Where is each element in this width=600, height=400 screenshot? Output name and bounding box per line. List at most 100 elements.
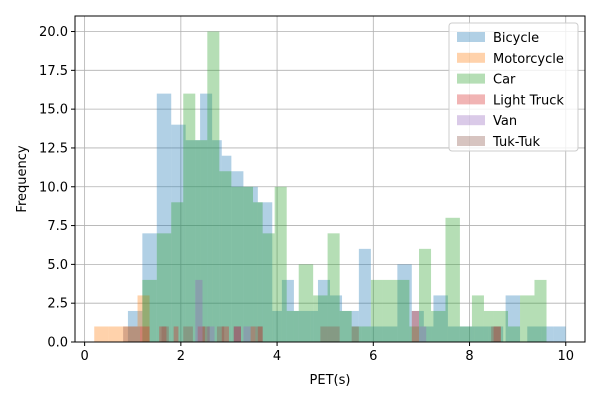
bar-bicycle [142, 233, 157, 342]
legend-label-motorcycle: Motorcycle [493, 52, 564, 67]
bar-bicycle [127, 310, 143, 342]
legend-swatch-car [457, 73, 485, 84]
bar-car [262, 233, 275, 342]
y-tick-label: 2.5 [47, 297, 68, 312]
bar-car [195, 140, 208, 342]
bar-motorcycle [94, 326, 109, 342]
bar-car [493, 310, 509, 342]
bar-car [142, 279, 157, 342]
legend[interactable]: Bicycle Motorcycle Car Light Truck Van T… [448, 22, 579, 152]
bar-bicycle [272, 310, 282, 342]
x-tick-label: 2 [177, 349, 185, 364]
bar-bicycle [358, 248, 371, 342]
bar-light-truck [250, 326, 256, 342]
y-tick-label: 12.5 [39, 141, 68, 156]
legend-swatch-bicycle [457, 32, 485, 42]
bar-car [459, 326, 472, 342]
bars [94, 31, 566, 343]
legend-swatch-van [457, 115, 485, 126]
bar-bicycle [156, 93, 172, 342]
bar-van [243, 326, 251, 342]
bar-bicycle [505, 295, 521, 342]
x-tick-label: 10 [557, 349, 574, 364]
y-tick-label: 17.5 [39, 64, 68, 79]
bar-bicycle [527, 326, 542, 342]
ticks: 0 2 4 6 8 10 0.0 2.5 5.0 7.5 10.0 12.5 15.0 17.5 20.0 [39, 25, 574, 364]
legend-label-light-truck: Light Truck [493, 93, 564, 108]
legend-frame [448, 22, 579, 152]
x-tick-label: 4 [273, 349, 281, 364]
bar-bicycle [411, 310, 424, 342]
bar-car [207, 31, 220, 343]
bar-car [231, 186, 244, 342]
y-tick-label: 0.0 [47, 336, 68, 351]
bar-van [233, 326, 241, 342]
bar-bicycle [397, 264, 412, 342]
x-tick-label: 6 [369, 349, 377, 364]
bar-car [351, 326, 362, 342]
bar-car [286, 310, 299, 342]
axes [74, 15, 586, 343]
bar-car [409, 326, 420, 342]
bar-bicycle [380, 326, 398, 342]
bar-tuk-tuk [320, 326, 330, 342]
bar-bicycle [293, 310, 311, 342]
bar-car [183, 93, 196, 342]
bar-light-truck [159, 326, 167, 342]
bar-car [471, 295, 484, 342]
plot-frame [74, 15, 586, 343]
bar-bicycle [200, 93, 213, 342]
legend-label-car: Car [493, 73, 516, 88]
bar-bicycle [317, 279, 330, 342]
bar-bicycle [433, 295, 448, 342]
bar-bicycle [257, 202, 273, 342]
bar-tuk-tuk [183, 326, 193, 342]
bar-car [445, 217, 460, 342]
bar-car [156, 233, 172, 342]
bar-tuk-tuk [202, 326, 210, 342]
bar-tuk-tuk [123, 326, 140, 342]
bar-van [419, 326, 427, 342]
bar-bicycle [243, 186, 258, 342]
bar-light-truck [221, 326, 229, 342]
legend-swatch-motorcycle [457, 52, 485, 63]
bar-bicycle [330, 295, 343, 342]
bar-bicycle [423, 326, 434, 342]
bar-light-truck [197, 326, 205, 342]
legend-label-tuk-tuk: Tuk-Tuk [492, 135, 540, 150]
bar-bicycle [447, 326, 460, 342]
bar-van [195, 279, 203, 342]
bar-car [361, 326, 371, 342]
y-tick-label: 20.0 [39, 25, 68, 40]
legend-label-van: Van [493, 114, 517, 129]
bar-car [431, 310, 446, 342]
legend-swatch-tuk-tuk [457, 136, 485, 146]
bar-bicycle [171, 124, 186, 343]
bar-car [327, 233, 340, 342]
bar-motorcycle [137, 295, 150, 342]
bar-bicycle [310, 310, 318, 342]
bar-bicycle [185, 140, 201, 342]
bar-car [382, 279, 398, 342]
bar-bicycle [474, 326, 489, 342]
bar-van [207, 326, 215, 342]
y-tick-label: 5.0 [47, 258, 68, 273]
bar-car [219, 171, 232, 342]
x-tick-label: 0 [80, 349, 88, 364]
legend-swatch-light-truck [457, 94, 485, 105]
bar-light-truck [173, 326, 179, 342]
bar-tuk-tuk [255, 326, 263, 342]
bar-car [253, 202, 263, 342]
bar-bicycle [459, 326, 475, 342]
legend-label-bicycle: Bicycle [493, 31, 539, 46]
bar-car [313, 295, 328, 342]
bar-bicycle [370, 326, 381, 342]
bar-light-truck [493, 326, 501, 342]
bar-motorcycle [108, 326, 124, 342]
bar-bicycle [342, 310, 359, 342]
x-tick-label: 8 [465, 349, 473, 364]
bar-bicycle [212, 140, 222, 342]
bar-tuk-tuk [330, 326, 340, 342]
x-axis-label: PET(s) [310, 373, 351, 388]
bar-car [483, 310, 494, 342]
